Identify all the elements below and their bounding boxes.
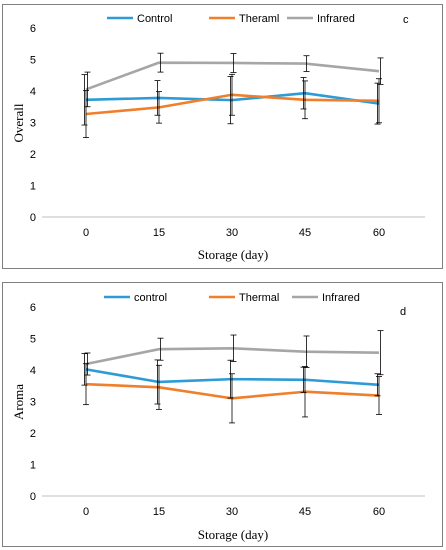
panel-c-error-bar	[81, 74, 88, 126]
panel-d-error-bar	[227, 359, 234, 399]
panel-c-x-tick-label: 30	[226, 227, 238, 239]
panel-d-y-tick-label: 0	[30, 491, 36, 503]
panel-d-y-tick-label: 4	[30, 365, 36, 377]
panel-c-error-bar	[84, 71, 91, 108]
panel-d-error-bar	[229, 373, 235, 424]
panel-c-error-bar	[83, 89, 89, 139]
panel-d-error-bar	[84, 352, 91, 376]
panel-c-y-tick-label: 2	[30, 149, 36, 161]
panel-c-error-bar	[230, 53, 237, 73]
panel-d-x-tick-label: 45	[299, 506, 311, 518]
panel-d-x-tick-label: 60	[373, 506, 385, 518]
panel-c-y-tick-label: 5	[30, 55, 36, 67]
panel-c-legend-label: Control	[137, 13, 172, 25]
panel-d-error-bar	[83, 363, 89, 406]
panel-c-legend-item: Theraml	[209, 13, 279, 25]
panel-d-y-tick-label: 6	[30, 302, 36, 314]
panel-c-y-tick-label: 6	[30, 23, 36, 35]
panel-c: Storage (day) Overall c	[11, 14, 425, 262]
panel-c-x-tick-label: 15	[153, 227, 165, 239]
panel-d-error-bar	[157, 337, 164, 361]
panel-d-error-bar	[376, 376, 382, 415]
panel-c-y-tick-label: 4	[30, 86, 36, 98]
panel-c-legend-item: Infrared	[287, 13, 355, 25]
panel-d-error-bar	[302, 366, 308, 418]
panel-d-legend-item: Infrared	[292, 292, 360, 304]
panel-c-corner-label: c	[403, 14, 409, 26]
panel-c-error-bar	[377, 57, 384, 85]
panel-d-x-tick-label: 30	[226, 506, 238, 518]
panel-c-error-bar	[300, 77, 307, 110]
panel-d-error-bar	[377, 330, 384, 376]
panel-c-y-tick-label: 0	[30, 212, 36, 224]
panel-d-error-bar	[81, 353, 88, 386]
panel-c-error-bar	[303, 55, 310, 72]
panel-d-x-tick-label: 0	[83, 506, 89, 518]
panel-d-y-tick-label: 3	[30, 397, 36, 409]
panel-d-y-tick-label: 2	[30, 428, 36, 440]
panel-c-series-line-infrared	[85, 61, 380, 91]
panel-c-y-tick-label: 1	[30, 181, 36, 193]
panel-c-error-bar	[156, 91, 162, 124]
panel-d-error-bar	[230, 334, 237, 362]
panel-c-error-bar	[229, 73, 235, 116]
panel-d-frame	[2, 282, 443, 547]
panel-c-legend-label: Theraml	[239, 13, 279, 25]
panel-c-x-axis-title: Storage (day)	[198, 247, 268, 262]
panel-c-x-tick-label: 60	[373, 227, 385, 239]
panel-d-y-tick-label: 1	[30, 460, 36, 472]
panel-c-error-bar	[302, 80, 308, 120]
panel-c-y-axis-title: Overall	[11, 103, 26, 142]
panel-c-legend-label: Infrared	[317, 13, 355, 25]
panel-d-x-axis-title: Storage (day)	[198, 527, 268, 542]
panel-d-error-bar	[303, 335, 310, 368]
panel-d-corner-label: d	[400, 306, 406, 318]
panel-d: Storage (day) Aroma d	[11, 306, 425, 542]
panel-c-error-bar	[227, 76, 234, 125]
panel-d-x-tick-label: 15	[153, 506, 165, 518]
panel-d-y-axis-title: Aroma	[11, 384, 26, 420]
panel-c-x-tick-label: 45	[299, 227, 311, 239]
panel-c-error-bar	[376, 78, 382, 124]
panel-d-legend-item: control	[104, 292, 167, 304]
panel-c-y-tick-label: 3	[30, 118, 36, 130]
panel-d-error-bar	[374, 373, 381, 397]
panel-d-legend-label: Infrared	[322, 292, 360, 304]
panel-d-legend-label: control	[134, 292, 167, 304]
panel-d-legend-label: Thermal	[239, 292, 279, 304]
panel-c-error-bar	[154, 80, 161, 116]
panel-c-error-bar	[157, 52, 164, 73]
panel-c-frame	[2, 4, 443, 269]
panel-c-error-bar	[374, 82, 381, 125]
panel-c-legend-item: Control	[107, 13, 172, 25]
panel-d-series-line-infrared	[85, 346, 380, 366]
panel-d-legend-item: Thermal	[209, 292, 279, 304]
panel-d-y-tick-label: 5	[30, 334, 36, 346]
panel-d-error-bar	[156, 364, 162, 410]
panel-c-x-tick-label: 0	[83, 227, 89, 239]
